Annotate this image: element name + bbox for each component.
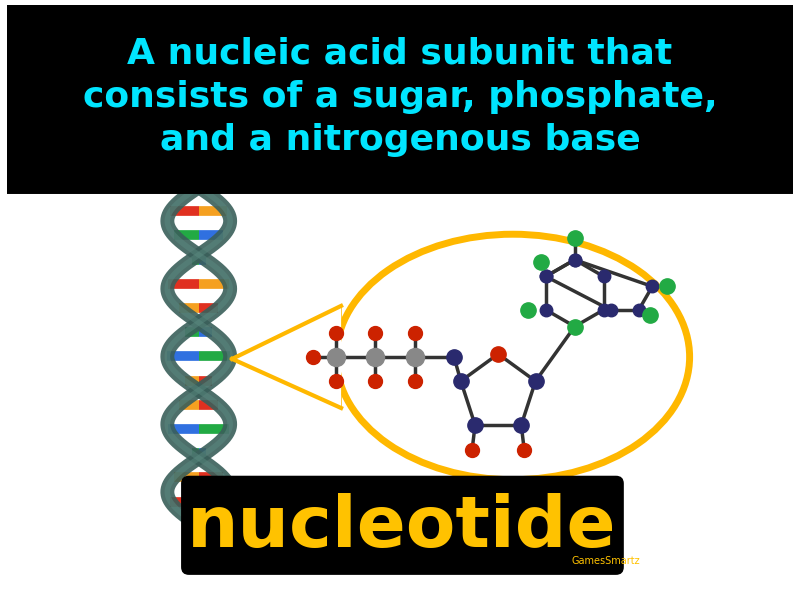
Polygon shape [232, 306, 341, 408]
Polygon shape [232, 306, 341, 408]
Text: A nucleic acid subunit that
consists of a sugar, phosphate,
and a nitrogenous ba: A nucleic acid subunit that consists of … [82, 37, 718, 157]
Text: GamesSmartz: GamesSmartz [572, 556, 641, 566]
Ellipse shape [336, 234, 690, 479]
Text: nucleotide: nucleotide [187, 493, 617, 562]
FancyBboxPatch shape [181, 476, 624, 575]
FancyBboxPatch shape [6, 4, 794, 194]
